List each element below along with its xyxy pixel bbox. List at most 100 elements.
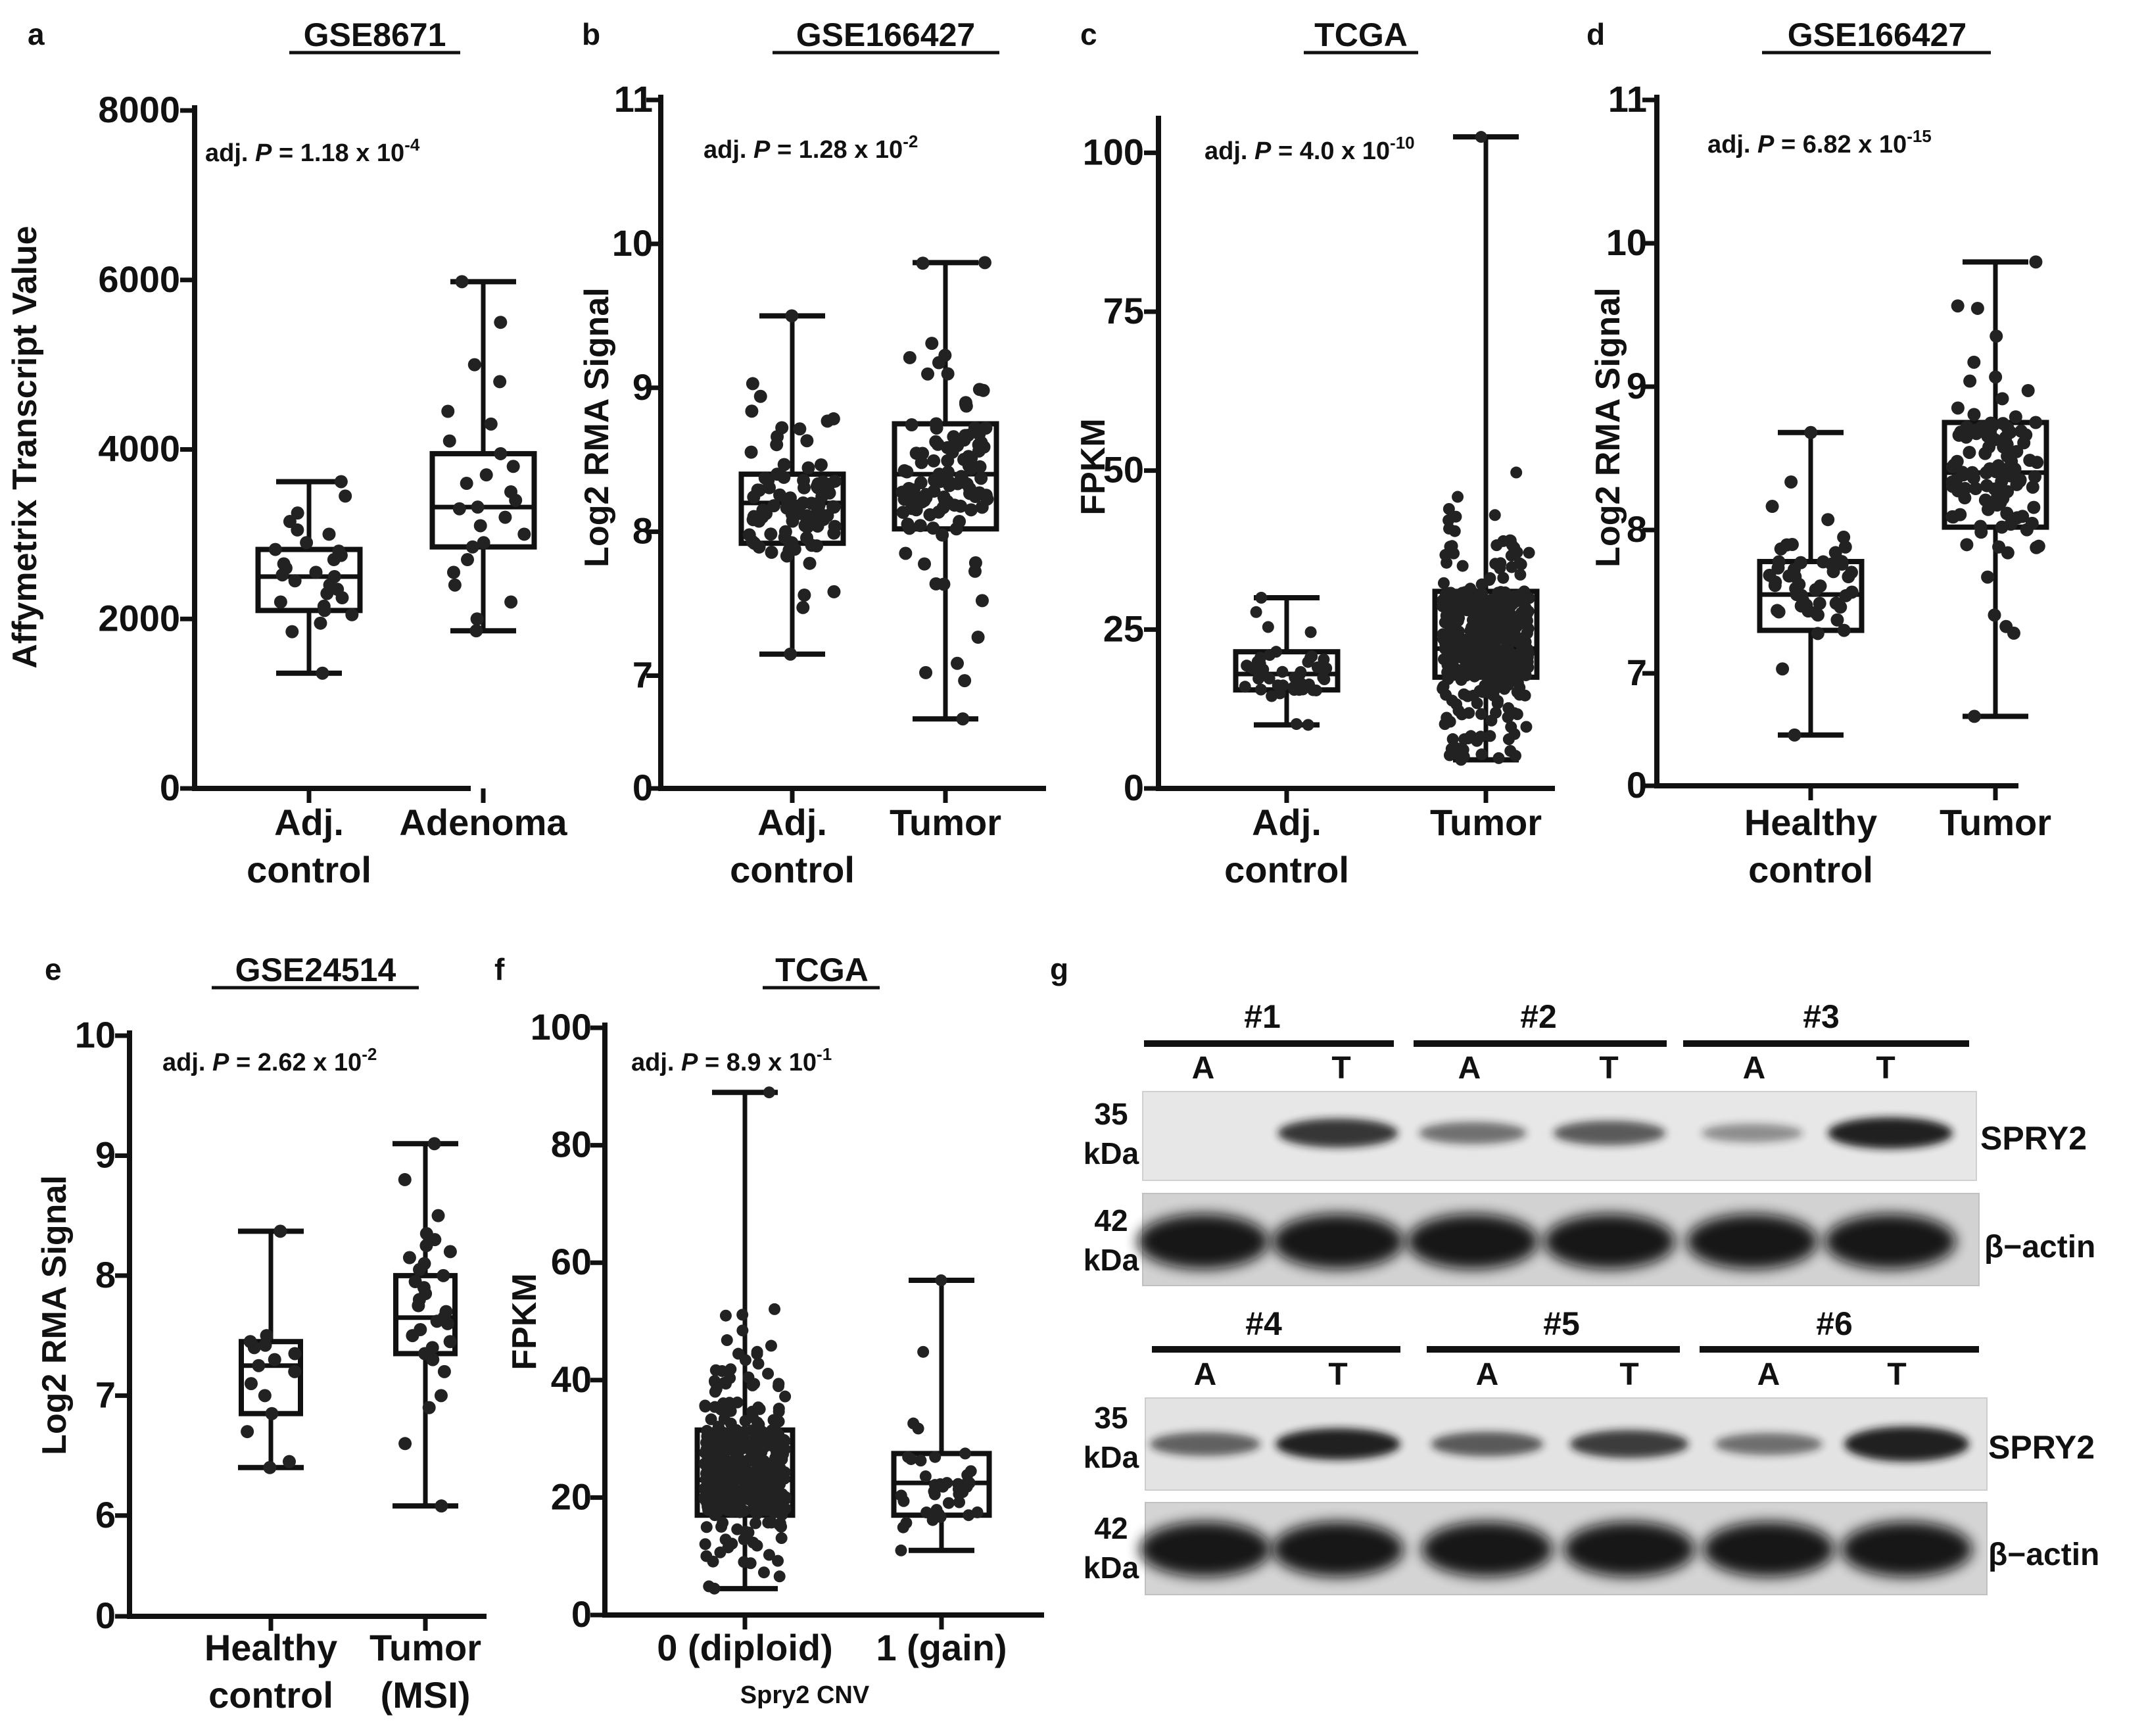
data-point: [916, 256, 930, 270]
panel-g-western-blot: #1 #2 #3 A T A T A T 35 kDa 42 kDa SPRY2…: [1084, 998, 2099, 1595]
data-point: [1441, 556, 1453, 569]
data-point: [1444, 715, 1456, 728]
data-point: [814, 458, 828, 471]
chart-title: GSE166427: [796, 16, 975, 53]
data-point: [1490, 539, 1503, 552]
data-point: [477, 536, 490, 550]
data-point: [1477, 639, 1490, 651]
data-point: [339, 489, 352, 503]
data-point: [1995, 483, 2009, 496]
data-point: [955, 470, 968, 483]
data-point: [471, 500, 485, 514]
data-point: [978, 256, 991, 270]
data-point: [937, 490, 951, 504]
data-point: [750, 1517, 762, 1530]
lane-label: A: [1458, 1051, 1481, 1086]
data-point: [943, 479, 957, 493]
data-point: [1276, 665, 1289, 678]
data-point: [1978, 446, 1992, 460]
data-point: [244, 1377, 258, 1391]
data-point: [1995, 392, 2009, 406]
data-point: [334, 475, 348, 489]
data-point: [494, 446, 508, 460]
sample-label-6: #6: [1816, 1305, 1853, 1342]
y-tick-label: 25: [1103, 608, 1144, 649]
data-point: [1248, 663, 1260, 675]
data-point: [398, 1437, 412, 1451]
panel-letter-d: d: [1586, 17, 1605, 51]
panel-letter-b: b: [582, 17, 600, 51]
data-point: [1492, 752, 1505, 764]
data-point: [803, 556, 817, 570]
data-point: [726, 1428, 738, 1441]
data-point: [784, 647, 798, 661]
y-tick-label: 7: [95, 1374, 116, 1415]
data-point: [702, 1504, 715, 1516]
data-point: [1837, 623, 1851, 637]
lane-label: T: [1331, 1051, 1350, 1086]
data-point: [1968, 423, 1982, 437]
data-point: [1765, 500, 1779, 514]
category-label: Adj.: [274, 802, 344, 843]
panel-b-chart: GSE166427 0 7 8 9 10 11 Log2 RMA Signal adj. P =…: [578, 16, 1046, 890]
data-point: [915, 1455, 927, 1467]
data-point: [822, 477, 836, 491]
data-point: [1498, 683, 1511, 695]
data-point: [897, 464, 911, 477]
data-point: [918, 557, 932, 571]
data-point: [2004, 518, 2018, 531]
data-point: [1951, 401, 1965, 415]
data-point: [1519, 663, 1532, 676]
data-point: [732, 1347, 744, 1360]
data-point: [801, 461, 815, 475]
data-point: [785, 506, 799, 520]
actin-band: [1686, 1214, 1818, 1269]
data-point: [1992, 540, 2006, 554]
data-point: [919, 665, 933, 679]
data-point: [1485, 714, 1498, 727]
data-point: [971, 631, 985, 644]
y-tick-label: 60: [551, 1241, 592, 1282]
y-axis-label: Log2 RMA Signal: [36, 1175, 74, 1455]
data-point: [1776, 662, 1790, 676]
data-point: [2008, 462, 2022, 476]
data-point: [425, 1341, 439, 1355]
data-point: [929, 1479, 942, 1491]
data-point: [494, 316, 508, 329]
data-point: [797, 473, 811, 487]
y-tick-label: 10: [75, 1014, 116, 1055]
data-point: [736, 1443, 748, 1455]
data-point: [2016, 510, 2030, 523]
data-point: [1950, 454, 1964, 468]
chart-title: GSE166427: [1788, 16, 1967, 53]
data-point: [757, 1487, 769, 1500]
data-point: [427, 1137, 441, 1151]
data-point: [726, 1489, 738, 1502]
data-point: [1828, 546, 1842, 560]
data-point: [1988, 608, 2001, 622]
data-point: [785, 309, 799, 323]
p-value-annotation: adj. P = 1.18 x 10-4: [205, 135, 420, 167]
data-point: [956, 712, 970, 726]
data-point: [1304, 626, 1317, 639]
data-point: [1811, 627, 1824, 640]
data-point: [1450, 510, 1462, 523]
data-point: [912, 1422, 924, 1435]
data-point: [274, 595, 287, 609]
data-point: [947, 498, 961, 512]
actin-band: [1703, 1522, 1834, 1577]
spry2-band: [1828, 1117, 1953, 1149]
data-point: [1450, 698, 1463, 710]
data-point: [1979, 466, 1993, 480]
data-point: [1456, 560, 1469, 572]
x-axis-label: Spry2 CNV: [740, 1681, 870, 1709]
y-tick-label: 7: [1627, 652, 1647, 693]
data-point: [761, 473, 775, 487]
data-point: [2030, 541, 2043, 554]
data-point: [473, 519, 487, 533]
y-axis-label: FPKM: [506, 1273, 544, 1370]
data-point: [1804, 425, 1818, 439]
data-point: [779, 1390, 792, 1403]
data-point: [345, 608, 359, 621]
data-point: [765, 1516, 778, 1529]
